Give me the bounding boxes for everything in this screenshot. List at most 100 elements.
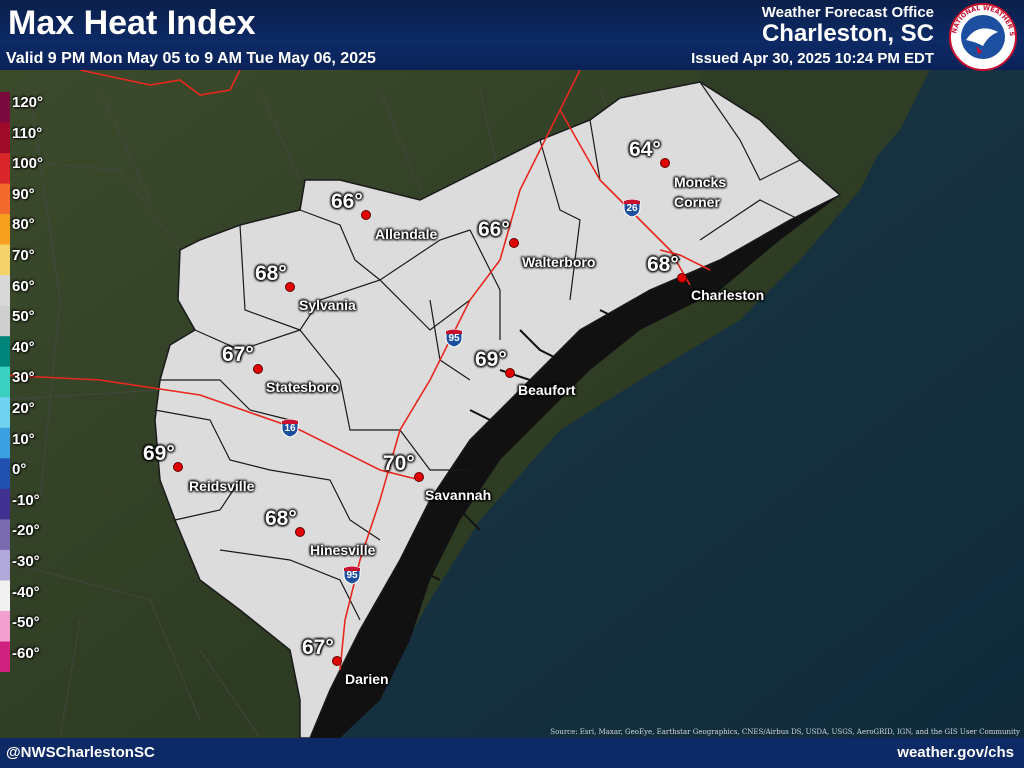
- legend-swatch: [0, 305, 10, 337]
- footer-bar: @NWSCharlestonSC weather.gov/chs: [0, 738, 1024, 768]
- shield-shape: [281, 419, 299, 438]
- legend-label: -50°: [12, 614, 40, 632]
- shield-shape: [445, 329, 463, 348]
- legend-swatch: [0, 458, 10, 490]
- legend-swatch: [0, 427, 10, 459]
- issued-time: Issued Apr 30, 2025 10:24 PM EDT: [691, 50, 934, 67]
- interstate-number: 95: [346, 570, 358, 581]
- city-dot: [253, 364, 263, 374]
- city-dot: [295, 527, 305, 537]
- legend-label: -10°: [12, 491, 40, 509]
- legend-swatch: [0, 366, 10, 398]
- city-dot: [414, 472, 424, 482]
- page-title: Max Heat Index: [8, 4, 256, 42]
- city-label: Walterboro: [522, 254, 596, 270]
- nws-logo-icon: NATIONAL WEATHER SERVICE: [948, 2, 1017, 71]
- social-handle: @NWSCharlestonSC: [6, 744, 155, 761]
- interstate-number: 95: [448, 333, 460, 344]
- legend-swatch: [0, 580, 10, 612]
- legend-label: 80°: [12, 216, 35, 234]
- map-source-credit: Source: Esri, Maxar, GeoEye, Earthstar G…: [550, 728, 1020, 736]
- office-label: Weather Forecast Office: [761, 4, 934, 21]
- header-bar: Max Heat Index Valid 9 PM Mon May 05 to …: [0, 0, 1024, 71]
- legend-label: -20°: [12, 522, 40, 540]
- city-label: Allendale: [375, 226, 438, 242]
- heat-index-value: 67°: [302, 636, 334, 659]
- legend-swatch: [0, 244, 10, 276]
- valid-period: Valid 9 PM Mon May 05 to 9 AM Tue May 06…: [6, 50, 376, 67]
- heat-index-value: 68°: [265, 507, 297, 530]
- legend-label: 100°: [12, 155, 44, 173]
- interstate-shield-icon: 16: [280, 418, 300, 438]
- legend-label: 50°: [12, 308, 35, 326]
- legend-label: 10°: [12, 430, 35, 448]
- legend-swatch: [0, 122, 10, 154]
- city-label: Hinesville: [310, 542, 376, 558]
- city-dot: [361, 210, 371, 220]
- city-dot: [509, 238, 519, 248]
- legend-swatch: [0, 153, 10, 185]
- city-label: Statesboro: [266, 379, 340, 395]
- legend-label: 110°: [12, 124, 43, 142]
- marsh-inlets: [399, 289, 671, 581]
- legend-colorbar: [0, 92, 10, 672]
- heat-index-value: 66°: [478, 218, 510, 241]
- city-dot: [677, 273, 687, 283]
- interstate-shield-icon: 26: [622, 198, 642, 218]
- legend-label: -40°: [12, 583, 40, 601]
- heat-index-value: 64°: [629, 138, 661, 161]
- city-dot: [505, 368, 515, 378]
- interstate-number: 26: [626, 203, 638, 214]
- legend-label: 120°: [12, 94, 44, 111]
- background-land-north: [700, 70, 930, 200]
- legend-swatch: [0, 641, 10, 672]
- interstate-shield-icon: 95: [444, 328, 464, 348]
- interstate-shield-icon: 95: [342, 565, 362, 585]
- city-label: Beaufort: [518, 382, 576, 398]
- coastal-marsh: [310, 195, 840, 738]
- legend-label: 90°: [12, 185, 35, 203]
- heat-index-value: 70°: [383, 452, 415, 475]
- color-legend: 120° 110° 100° 90° 80° 70° 60° 50° 40° 30° 20° 10° 0…: [0, 92, 58, 672]
- legend-swatch: [0, 275, 10, 307]
- legend-swatch: [0, 92, 10, 123]
- heat-index-value: 68°: [647, 253, 679, 276]
- legend-label: 70°: [12, 247, 35, 264]
- city-label: Savannah: [425, 487, 492, 503]
- city-dot: [285, 282, 295, 292]
- heat-index-value: 69°: [475, 348, 507, 371]
- city-label: Sylvania: [299, 297, 356, 313]
- website-link: weather.gov/chs: [897, 744, 1014, 761]
- shield-shape: [343, 566, 361, 585]
- legend-swatch: [0, 519, 10, 551]
- legend-label: 60°: [12, 277, 35, 295]
- legend-label: 30°: [12, 369, 35, 387]
- legend-label: 0°: [12, 461, 27, 479]
- legend-swatch: [0, 336, 10, 368]
- legend-swatch: [0, 183, 10, 215]
- city-label: Darien: [345, 671, 389, 687]
- legend-label: 20°: [12, 400, 35, 417]
- heat-index-value: 68°: [255, 262, 287, 285]
- heat-index-value: 69°: [143, 442, 175, 465]
- legend-swatch: [0, 610, 10, 642]
- legend-swatch: [0, 488, 10, 520]
- city-label-line: Moncks: [674, 174, 727, 190]
- shield-shape: [623, 199, 641, 218]
- office-name: Charleston, SC: [761, 20, 934, 47]
- city-label: Reidsville: [189, 478, 255, 494]
- city-label: Charleston: [691, 287, 765, 303]
- legend-label: -60°: [12, 644, 40, 662]
- city-label-line: Corner: [674, 194, 720, 210]
- legend-swatch: [0, 549, 10, 581]
- legend-swatch: [0, 214, 10, 246]
- legend-label: 40°: [12, 338, 35, 356]
- legend-label: -30°: [12, 553, 40, 570]
- interstate-number: 16: [284, 423, 296, 434]
- legend-swatch: [0, 397, 10, 429]
- city-dot: [660, 158, 670, 168]
- heat-index-value: 67°: [222, 343, 254, 366]
- city-dot: [332, 656, 342, 666]
- county-boundaries: [154, 81, 801, 621]
